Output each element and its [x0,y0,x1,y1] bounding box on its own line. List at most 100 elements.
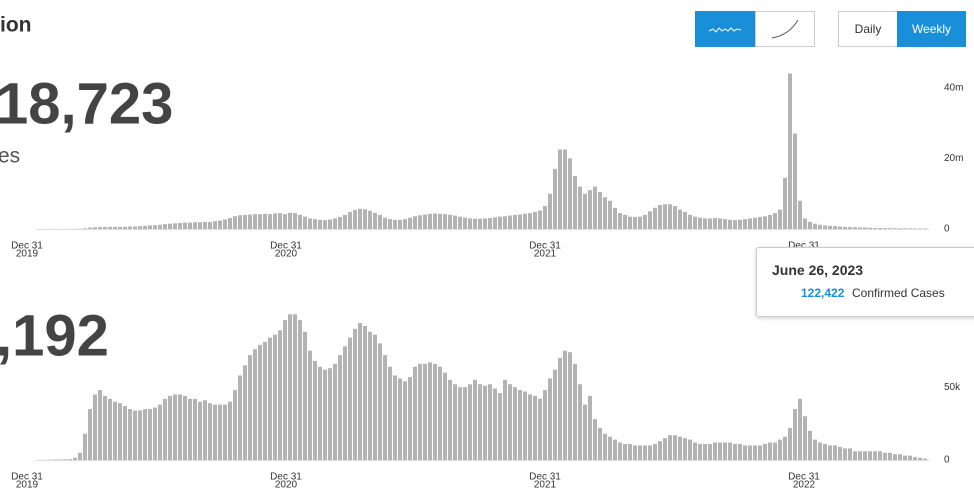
bar [808,221,812,229]
bar [673,435,677,460]
bar [903,455,907,460]
bar [708,443,712,460]
bar [618,442,622,460]
bar [333,218,337,229]
weekly-button[interactable]: Weekly [897,11,966,47]
bar [758,445,762,460]
bar [368,210,372,229]
bar [413,216,417,229]
bar [143,225,147,229]
bar [578,186,582,229]
bar [878,451,882,460]
bar [553,168,557,229]
bar [328,368,332,460]
bar [583,193,587,229]
bar [583,404,587,460]
bar [858,451,862,460]
bar [543,206,547,229]
bar [658,204,662,229]
cases-caption: es [0,145,20,168]
bar [568,352,572,460]
bar [893,454,897,460]
bar [703,443,707,460]
bar [718,442,722,460]
bar [873,451,877,460]
x-tick-label: Dec 31 [11,472,43,483]
bar [193,222,197,229]
bar [538,210,542,229]
bar [768,214,772,229]
bar [158,404,162,460]
bar [218,220,222,229]
bar [528,213,532,229]
bar [713,442,717,460]
linear-scale-button[interactable] [695,11,755,47]
bar [463,217,467,229]
x-tick-label: Dec 31 [270,472,302,483]
bar [428,213,432,229]
bar [263,213,267,229]
log-scale-button[interactable] [755,11,815,47]
x-tick-label: Dec 31 [788,472,820,483]
bar [118,226,122,229]
bar [803,218,807,229]
bar [873,227,877,229]
bar [378,343,382,460]
bar [238,375,242,460]
bar [323,220,327,229]
bar [453,215,457,229]
bar [693,216,697,229]
tooltip-value: 122,422 [801,286,845,300]
bar [543,390,547,460]
bar [783,177,787,229]
bar [823,443,827,460]
bar [818,442,822,460]
bar [668,204,672,229]
bar [798,398,802,460]
bar [108,398,112,460]
page-title: ion [0,14,32,37]
bar [893,228,897,229]
x-tick-label: Dec 31 [270,241,302,252]
bar [733,443,737,460]
bar [358,208,362,229]
bar [218,404,222,460]
bar [563,149,567,229]
bar [178,394,182,460]
bar [728,219,732,229]
bar [448,379,452,460]
bar [848,448,852,460]
bar [643,445,647,460]
bar [888,228,892,229]
bar [843,226,847,229]
bar [353,209,357,229]
bar [443,214,447,229]
bar [83,433,87,460]
bar [203,400,207,460]
bar [683,438,687,460]
bar [843,448,847,460]
bar [433,363,437,460]
bar [483,218,487,229]
bar [593,186,597,229]
bar [668,435,672,460]
daily-button[interactable]: Daily [838,11,898,47]
bar [793,133,797,229]
wave-icon [708,27,742,33]
bar [233,390,237,460]
bar [303,216,307,229]
bar [508,384,512,460]
bar [198,401,202,460]
bar [438,213,442,229]
bar [538,398,542,460]
bar [248,214,252,229]
bar [838,226,842,229]
bar [798,200,802,229]
bar [138,226,142,229]
tooltip-label: Confirmed Cases [852,286,945,300]
bar [828,225,832,229]
bar [273,334,277,460]
bar [548,193,552,229]
bar [783,436,787,460]
